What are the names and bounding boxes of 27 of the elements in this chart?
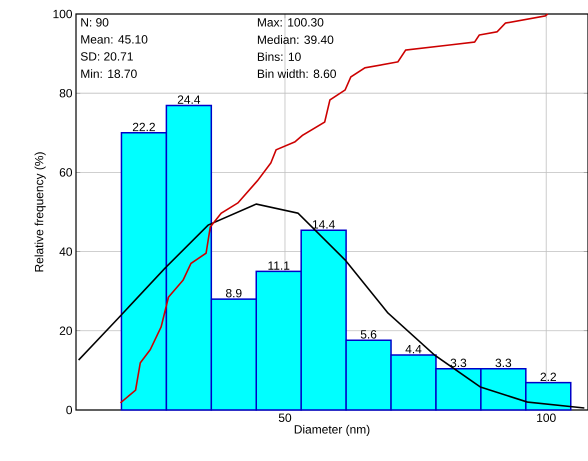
x-tick-label: 50 bbox=[278, 414, 292, 422]
annotation: N: 90 bbox=[81, 18, 108, 27]
annotation: Max: 100.30 bbox=[258, 18, 324, 27]
y-tick-label: 20 bbox=[60, 326, 72, 336]
annotation: 5.6 bbox=[360, 330, 376, 339]
annotation: 22.2 bbox=[132, 122, 155, 132]
annotation: Bins: 10 bbox=[258, 52, 301, 61]
y-tick-label: 60 bbox=[60, 168, 72, 177]
annotation: Bin width: 8.60 bbox=[258, 69, 336, 78]
annotation: Median: 39.40 bbox=[258, 35, 334, 44]
annotation: Min: 18.70 bbox=[81, 69, 137, 78]
y-axis-title: Relative frequency (%) bbox=[34, 152, 46, 272]
annotation: 2.2 bbox=[540, 372, 556, 381]
annotation: 3.3 bbox=[450, 358, 466, 368]
annotation: 8.9 bbox=[226, 288, 242, 298]
annotation: 4.4 bbox=[405, 345, 422, 354]
y-tick-label: 80 bbox=[60, 88, 72, 98]
annotation: 3.3 bbox=[496, 358, 512, 368]
y-tick-label: 0 bbox=[66, 406, 72, 414]
x-axis-title: Diameter (nm) bbox=[294, 424, 370, 436]
annotation: Mean: 45.10 bbox=[81, 35, 148, 44]
annotation: 11.1 bbox=[268, 261, 290, 270]
annotation: SD: 20.71 bbox=[80, 52, 133, 61]
annotation: 14.4 bbox=[312, 220, 335, 229]
y-tick-label: 40 bbox=[59, 247, 72, 256]
y-tick-label: 100 bbox=[53, 10, 72, 18]
annotation: 24.4 bbox=[178, 95, 200, 104]
